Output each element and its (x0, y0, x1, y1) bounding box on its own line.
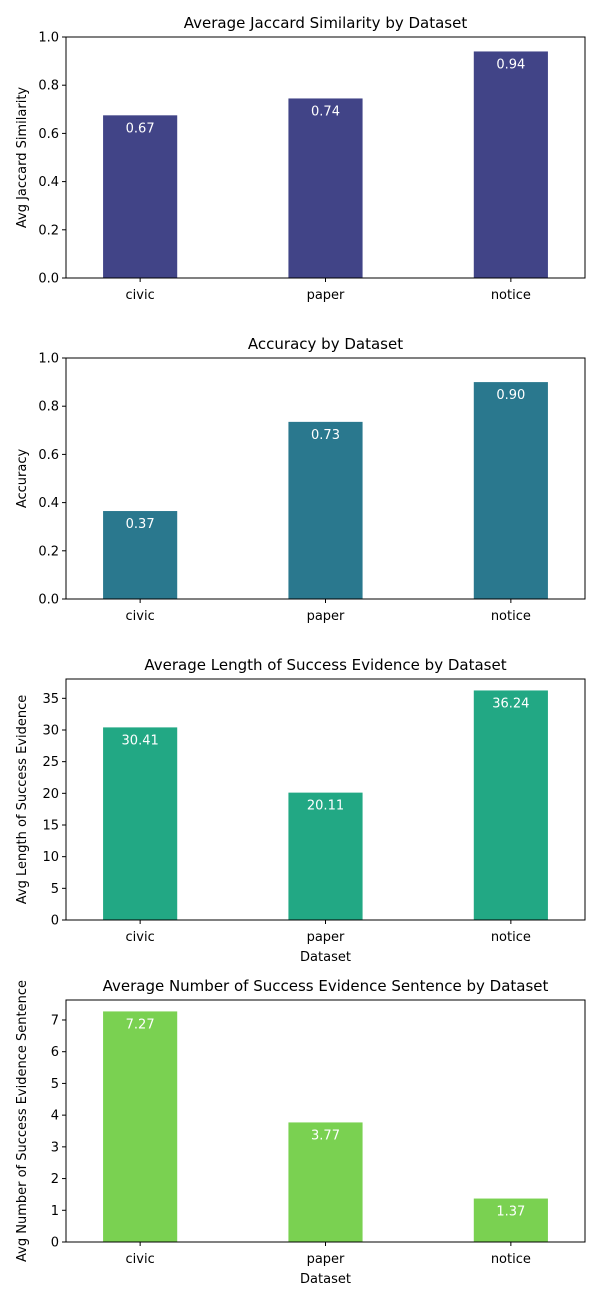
x-tick-label-notice: notice (491, 288, 531, 303)
x-tick-label-paper: paper (307, 609, 345, 624)
y-tick-label: 4 (51, 1109, 59, 1124)
bar-civic (103, 727, 178, 920)
y-tick-label: 0.6 (38, 448, 59, 463)
y-tick-label: 5 (51, 882, 59, 897)
chart-3: 30.41 20.11 36.24 0 5 10 15 20 25 30 35 civic paper n… (15, 656, 586, 965)
y-tick-label: 5 (51, 1077, 59, 1092)
data-label-civic: 30.41 (122, 733, 159, 748)
data-label-notice: 0.94 (496, 57, 525, 72)
chart-4: 7.27 3.77 1.37 0 1 2 3 4 5 6 7 civic paper notice Aver… (15, 977, 586, 1287)
data-label-notice: 1.37 (496, 1205, 525, 1220)
y-tick-label: 20 (42, 787, 59, 802)
data-label-notice: 0.90 (496, 388, 525, 403)
y-tick-label: 0.2 (38, 544, 59, 559)
y-tick-label: 15 (42, 818, 59, 833)
y-tick-label: 0.8 (38, 79, 59, 94)
x-tick-label-notice: notice (491, 930, 531, 945)
y-axis-label: Avg Number of Success Evidence Sentence (15, 980, 30, 1262)
bar-paper (288, 98, 363, 278)
x-tick-label-civic: civic (126, 288, 155, 303)
y-axis-label: Avg Jaccard Similarity (15, 87, 30, 229)
y-tick-label: 3 (51, 1140, 59, 1155)
bar-notice (473, 690, 548, 920)
y-tick-label: 6 (51, 1045, 59, 1060)
y-tick-label: 25 (42, 755, 59, 770)
bar-civic (103, 115, 178, 278)
data-label-civic: 0.67 (126, 121, 155, 136)
chart-title: Average Length of Success Evidence by Da… (144, 656, 506, 674)
bar-paper (288, 421, 363, 599)
y-tick-label: 2 (51, 1172, 59, 1187)
chart-title: Accuracy by Dataset (248, 335, 403, 353)
y-tick-label: 1.0 (38, 31, 59, 46)
x-tick-label-notice: notice (491, 1252, 531, 1267)
data-label-civic: 0.37 (126, 517, 155, 532)
x-tick-label-paper: paper (307, 930, 345, 945)
bar-paper (288, 1122, 363, 1242)
bar-civic (103, 511, 178, 599)
x-axis-label: Dataset (300, 1272, 351, 1287)
y-tick-label: 0.2 (38, 223, 59, 238)
y-tick-label: 30 (42, 723, 59, 738)
bar-notice (473, 1198, 548, 1242)
y-tick-label: 1 (51, 1204, 59, 1219)
bar-notice (473, 51, 548, 279)
y-axis-label: Accuracy (15, 449, 30, 509)
y-tick-label: 1.0 (38, 352, 59, 367)
chart-title: Average Jaccard Similarity by Dataset (184, 14, 468, 32)
y-tick-label: 0 (51, 914, 59, 929)
chart-2: 0.37 0.73 0.90 0.0 0.2 0.4 0.6 0.8 1.0 civic paper… (15, 335, 586, 624)
y-tick-label: 0.6 (38, 127, 59, 142)
y-tick-label: 10 (42, 850, 59, 865)
data-label-civic: 7.27 (126, 1017, 155, 1032)
data-label-notice: 36.24 (492, 696, 529, 711)
y-tick-label: 0.8 (38, 400, 59, 415)
y-axis-label: Avg Length of Success Evidence (15, 695, 30, 904)
y-tick-label: 7 (51, 1013, 59, 1028)
x-tick-label-civic: civic (126, 930, 155, 945)
y-tick-label: 0 (51, 1236, 59, 1251)
y-tick-label: 35 (42, 692, 59, 707)
x-tick-label-paper: paper (307, 1252, 345, 1267)
bar-paper (288, 792, 363, 920)
bar-civic (103, 1011, 178, 1242)
chart-1: 0.67 0.74 0.94 0.0 0.2 0.4 0.6 0.8 1.0 civic paper… (15, 14, 586, 303)
data-label-paper: 3.77 (311, 1128, 340, 1143)
y-tick-label: 0.4 (38, 175, 59, 190)
data-label-paper: 0.74 (311, 104, 340, 119)
y-tick-label: 0.0 (38, 272, 59, 287)
chart-title: Average Number of Success Evidence Sente… (103, 977, 549, 995)
x-tick-label-notice: notice (491, 609, 531, 624)
bar-notice (473, 382, 548, 599)
data-label-paper: 0.73 (311, 428, 340, 443)
x-axis-label: Dataset (300, 950, 351, 965)
data-label-paper: 20.11 (307, 799, 344, 814)
y-tick-label: 0.0 (38, 593, 59, 608)
x-tick-label-civic: civic (126, 609, 155, 624)
x-tick-label-paper: paper (307, 288, 345, 303)
y-tick-label: 0.4 (38, 496, 59, 511)
x-tick-label-civic: civic (126, 1252, 155, 1267)
